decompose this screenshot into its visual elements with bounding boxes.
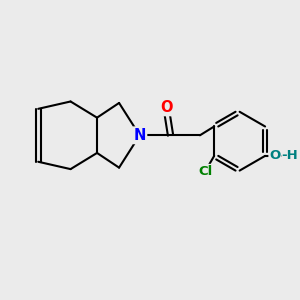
Text: Cl: Cl [198, 165, 212, 178]
Text: -H: -H [281, 149, 298, 162]
Text: N: N [134, 128, 146, 143]
Text: O: O [269, 149, 281, 162]
Text: O: O [160, 100, 172, 115]
